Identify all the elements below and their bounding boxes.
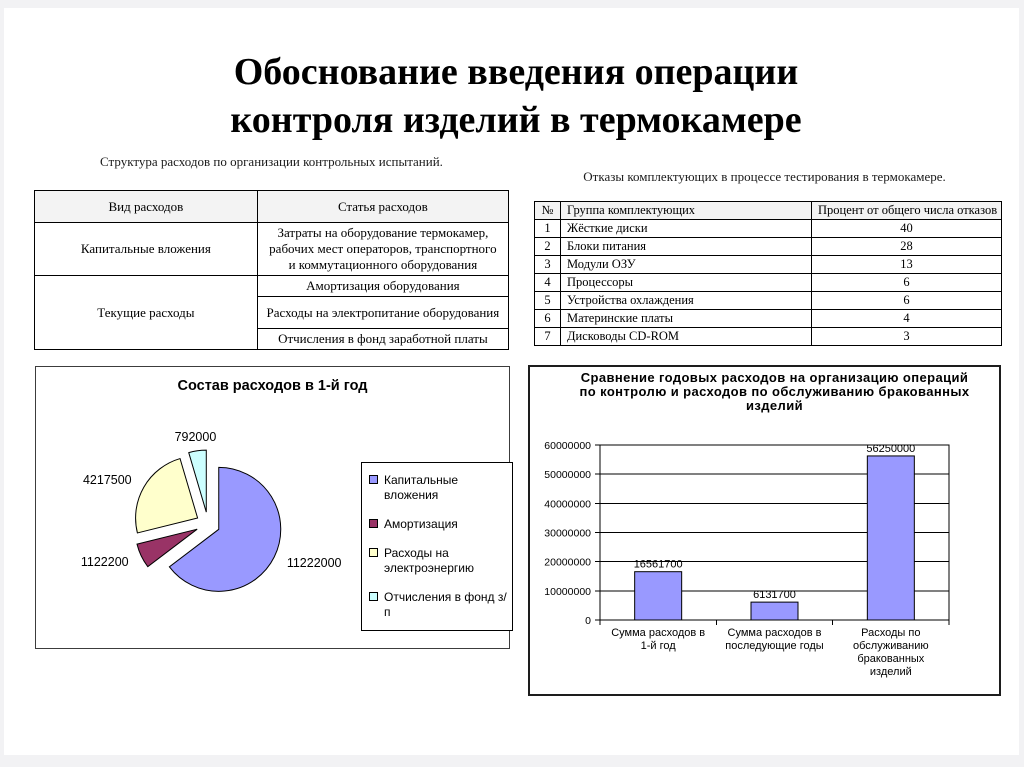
failures-cell-percent: 3 [811, 327, 1002, 346]
table-row: 5 Устройства охлаждения 6 [534, 291, 1002, 310]
table-row: Отчисления в фонд заработной платы [35, 328, 510, 350]
costs-cell-item-amortization: Амортизация оборудования [256, 275, 510, 297]
pie-slice [168, 466, 282, 592]
failures-cell-group: Жёсткие диски [560, 219, 812, 238]
bar-chart-title-line: Сравнение годовых расходов на организаци… [581, 370, 969, 385]
costs-cell-item-salary-fund: Отчисления в фонд заработной платы [256, 328, 510, 350]
x-category-label: Сумма расходов в последующие годы [725, 627, 823, 652]
failures-cell-group: Блоки питания [560, 237, 812, 256]
legend-swatch-capital [369, 475, 378, 484]
failures-cell-percent: 6 [811, 273, 1002, 292]
failures-cell-num: 2 [534, 237, 561, 256]
bar-value-label: 56250000 [866, 443, 915, 455]
pie-chart-svg: 11222000 1122200 4217500 792000 [81, 430, 342, 592]
failures-cell-num: 6 [534, 309, 561, 328]
bar-chart-panel: Сравнение годовых расходов на организаци… [528, 365, 1001, 696]
table-row: 6 Материнские платы 4 [534, 309, 1002, 328]
failures-cell-group: Материнские платы [560, 309, 812, 328]
failures-cell-percent: 40 [811, 219, 1002, 238]
legend-swatch-salary-fund [369, 592, 378, 601]
slide-title-line-2: контроля изделий в термокамере [230, 99, 802, 141]
y-tick-label: 30000000 [544, 528, 591, 540]
costs-header-type: Вид расходов [34, 190, 258, 223]
y-tick-label: 40000000 [544, 498, 591, 510]
slide-title-line-1: Обоснование введения операции [233, 51, 799, 93]
legend-item: Расходы на электроэнергию [369, 546, 508, 576]
failures-cell-num: 1 [534, 219, 561, 238]
pie-chart-panel: 11222000 1122200 4217500 792000 Состав расх… [35, 366, 513, 649]
pie-data-label: 1122200 [81, 555, 129, 569]
failures-table-header-row: № Группа комплектующих Процент от общего… [534, 201, 1002, 220]
table-row: 7 Дисководы CD-ROM 3 [534, 327, 1002, 346]
bar-chart-svg: Сравнение годовых расходов на организаци… [544, 370, 969, 678]
y-tick-label: 50000000 [544, 469, 591, 481]
bar [866, 455, 915, 621]
bar [634, 571, 683, 621]
legend-label: Амортизация [384, 517, 458, 531]
costs-cell-type-capital: Капитальные вложения [34, 222, 258, 276]
failures-header-percent: Процент от общего числа отказов [811, 201, 1002, 220]
failures-cell-num: 7 [534, 327, 561, 346]
costs-header-item: Статья расходов [256, 190, 510, 223]
failures-cell-group: Процессоры [560, 273, 812, 292]
x-category-label: Расходы по обслуживанию бракованных изделий [853, 627, 929, 678]
failures-cell-group: Устройства охлаждения [560, 291, 812, 310]
pie-slice [188, 449, 207, 513]
failures-cell-group: Дисководы CD-ROM [560, 327, 812, 346]
legend-item: Отчисления в фонд з/п [369, 590, 508, 620]
failures-table: № Группа комплектующих Процент от общего… [534, 201, 1002, 346]
failures-cell-percent: 28 [811, 237, 1002, 256]
failures-cell-percent: 13 [811, 255, 1002, 274]
legend-swatch-amortization [369, 519, 378, 528]
slide: Обоснование введения операции контроля и… [4, 8, 1019, 755]
bar-value-label: 6131700 [753, 589, 796, 601]
costs-table: Вид расходов Статья расходов Капитальные… [34, 190, 510, 350]
costs-cell-item-equipment: Затраты на оборудование термокамер, рабо… [256, 222, 510, 276]
legend-item: Капитальные вложения [369, 473, 508, 503]
failures-table-caption: Отказы комплектующих в процессе тестиров… [583, 169, 946, 184]
bar-chart-title-line: по контролю и расходов по обслуживанию б… [579, 384, 969, 399]
costs-cell-item-electricity: Расходы на электропитание оборудования [256, 296, 510, 329]
failures-cell-percent: 6 [811, 291, 1002, 310]
table-row: 3 Модули ОЗУ 13 [534, 255, 1002, 274]
failures-header-num: № [534, 201, 561, 220]
costs-table-caption: Структура расходов по организации контро… [100, 154, 443, 169]
bar-chart-title-line: изделий [746, 398, 803, 413]
x-category-label: Сумма расходов в 1-й год [611, 627, 705, 652]
y-tick-label: 20000000 [544, 557, 591, 569]
costs-cell-type-current: Текущие расходы [34, 275, 258, 350]
failures-cell-percent: 4 [811, 309, 1002, 328]
pie-data-label: 792000 [175, 430, 217, 444]
failures-cell-num: 5 [534, 291, 561, 310]
failures-cell-num: 4 [534, 273, 561, 292]
pie-chart-title: Состав расходов в 1-й год [177, 378, 368, 394]
table-row: 4 Процессоры 6 [534, 273, 1002, 292]
table-row: 1 Жёсткие диски 40 [534, 219, 1002, 238]
y-tick-label: 60000000 [544, 440, 591, 452]
slide-title: Обоснование введения операции контроля и… [4, 48, 1024, 144]
table-row: Текущие расходы Амортизация оборудования [34, 275, 510, 350]
pie-legend: Капитальные вложения Амортизация Расходы… [361, 462, 513, 631]
legend-label: Отчисления в фонд з/п [384, 590, 507, 619]
bar-value-label: 16561700 [634, 559, 683, 571]
failures-header-group: Группа комплектующих [560, 201, 812, 220]
failures-cell-group: Модули ОЗУ [560, 255, 812, 274]
costs-table-header-row: Вид расходов Статья расходов [34, 190, 510, 223]
legend-label: Капитальные вложения [384, 473, 459, 502]
pie-data-label: 11222000 [287, 556, 342, 570]
failures-cell-num: 3 [534, 255, 561, 274]
table-row: Расходы на электропитание оборудования [35, 296, 510, 329]
y-tick-label: 10000000 [544, 586, 591, 598]
legend-item: Амортизация [369, 517, 508, 532]
legend-swatch-electricity [369, 548, 378, 557]
y-tick-label: 0 [585, 615, 591, 627]
table-row: 2 Блоки питания 28 [534, 237, 1002, 256]
pie-slice [136, 528, 198, 568]
table-row: Капитальные вложения Затраты на оборудов… [34, 222, 510, 276]
pie-slice [135, 457, 199, 534]
legend-label: Расходы на электроэнергию [384, 546, 474, 575]
pie-data-label: 4217500 [83, 473, 132, 487]
bar [750, 601, 799, 621]
